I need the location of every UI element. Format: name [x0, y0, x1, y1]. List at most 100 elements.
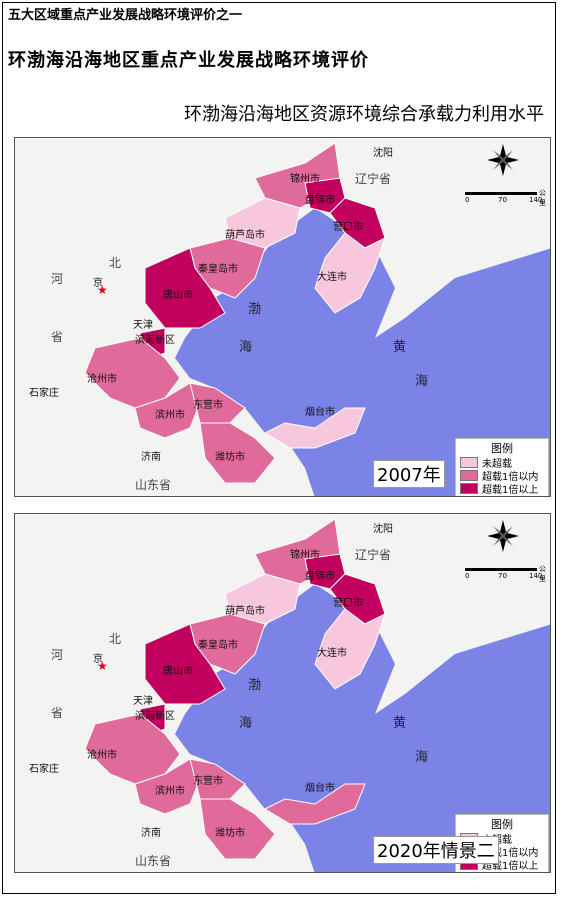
province-shandong: 山东省 — [135, 478, 172, 492]
capital-star-icon: ★ — [97, 659, 108, 673]
city-yantai: 烟台市 — [305, 783, 335, 794]
city-yantai: 烟台市 — [305, 407, 335, 418]
province-hebei-2: 北 — [109, 256, 122, 270]
city-panjin: 盘锦市 — [305, 195, 335, 206]
map-panel-2007: 锦州市 盘锦市 葫芦岛市 营口市 秦皇岛市 大连市 唐山市 天津 滨海新区 沧州… — [14, 137, 551, 497]
city-yingkou: 营口市 — [333, 598, 363, 609]
scenario-label: 2007年 — [373, 460, 445, 488]
city-jinan: 济南 — [141, 828, 161, 839]
city-cangzhou: 沧州市 — [87, 750, 117, 761]
scale-bar: 0 70 140 公里 — [465, 186, 547, 207]
city-binhai: 滨海新区 — [135, 711, 175, 722]
city-huludao: 葫芦岛市 — [225, 606, 265, 617]
city-weifang: 潍坊市 — [215, 828, 245, 839]
city-huludao: 葫芦岛市 — [225, 230, 265, 241]
city-shenyang: 沈阳 — [373, 148, 393, 159]
city-tianjin: 天津 — [133, 696, 153, 707]
city-binzhou: 滨州市 — [155, 786, 185, 797]
city-tianjin: 天津 — [133, 320, 153, 331]
legend-row-within-1x: 超载1倍以内 — [460, 469, 548, 483]
region-tangshan — [144, 247, 226, 329]
legend-swatch-over-1x — [460, 483, 478, 494]
map-svg — [84, 518, 550, 872]
city-tangshan: 唐山市 — [163, 666, 193, 677]
compass-icon — [487, 144, 519, 176]
region-binzhou — [134, 382, 201, 439]
region-yantai — [263, 783, 366, 825]
region-weifang — [199, 798, 276, 860]
scale-tick-140: 140 — [529, 572, 543, 580]
region-dalian — [314, 608, 386, 690]
scale-tick-0: 0 — [465, 196, 470, 204]
sea-label-hai-2: 海 — [415, 750, 429, 765]
sea-area — [175, 584, 550, 872]
map-svg — [84, 142, 550, 496]
city-qinhuangdao: 秦皇岛市 — [198, 640, 238, 651]
province-hebei-1: 河 — [51, 272, 64, 286]
legend-label-over-1x: 超载1倍以上 — [482, 485, 539, 496]
city-jinan: 济南 — [141, 452, 161, 463]
series-title: 五大区域重点产业发展战略环境评价之一 — [8, 8, 243, 23]
region-weifang — [199, 422, 276, 484]
sea-label-bo: 渤 — [248, 678, 262, 693]
legend-label-over-1x: 超载1倍以上 — [482, 861, 539, 872]
scale-tick-140: 140 — [529, 196, 543, 204]
scale-unit: 公里 — [539, 565, 546, 583]
province-hebei-1: 河 — [51, 648, 64, 662]
region-binzhou — [134, 758, 201, 815]
city-dongying: 东营市 — [193, 400, 223, 411]
sea-label-huang: 黄 — [393, 340, 407, 355]
capital-star-icon: ★ — [97, 283, 108, 297]
sea-label-hai-2: 海 — [415, 374, 429, 389]
legend-swatch-within-1x — [460, 470, 478, 481]
region-yantai — [263, 407, 366, 449]
city-binhai: 滨海新区 — [135, 335, 175, 346]
city-dalian: 大连市 — [317, 648, 347, 659]
city-shijiazhuang: 石家庄 — [29, 388, 59, 399]
page-frame — [2, 2, 556, 894]
city-shenyang: 沈阳 — [373, 524, 393, 535]
province-hebei-2: 北 — [109, 632, 122, 646]
legend-title: 图例 — [491, 442, 513, 455]
region-dongying — [189, 382, 246, 424]
scale-bar-line — [465, 192, 537, 195]
sea-area — [175, 208, 550, 496]
city-beijing: 京 — [93, 654, 103, 665]
province-liaoning: 辽宁省 — [355, 172, 392, 186]
scale-bar: 0 70 140 公里 — [465, 562, 547, 583]
scale-tick-70: 70 — [498, 196, 507, 204]
sea-label-bo: 渤 — [248, 302, 262, 317]
scenario-label: 2020年情景二 — [373, 836, 499, 864]
map-panel-2020: 锦州市 盘锦市 葫芦岛市 营口市 秦皇岛市 大连市 唐山市 天津 滨海新区 沧州… — [14, 513, 551, 873]
province-hebei-3: 省 — [51, 706, 64, 720]
sea-label-hai-1: 海 — [239, 716, 253, 731]
city-jinzhou: 锦州市 — [290, 174, 320, 185]
legend-label-within-1x: 超载1倍以内 — [482, 472, 539, 483]
region-tangshan — [144, 623, 226, 705]
city-weifang: 潍坊市 — [215, 452, 245, 463]
legend-label-within-1x: 超载1倍以内 — [482, 848, 539, 859]
city-tangshan: 唐山市 — [163, 290, 193, 301]
province-shandong: 山东省 — [135, 854, 172, 868]
city-jinzhou: 锦州市 — [290, 550, 320, 561]
legend-label-not-exceeded: 未超载 — [482, 459, 512, 470]
city-qinhuangdao: 秦皇岛市 — [198, 264, 238, 275]
region-dalian — [314, 232, 386, 314]
city-shijiazhuang: 石家庄 — [29, 764, 59, 775]
scale-tick-0: 0 — [465, 572, 470, 580]
legend: 图例 未超载 超载1倍以内 超载1倍以上 — [455, 438, 549, 496]
city-panjin: 盘锦市 — [305, 571, 335, 582]
main-title: 环渤海沿海地区重点产业发展战略环境评价 — [8, 50, 369, 71]
city-cangzhou: 沧州市 — [87, 374, 117, 385]
city-dongying: 东营市 — [193, 776, 223, 787]
legend-row-not-exceeded: 未超载 — [460, 456, 548, 470]
city-yingkou: 营口市 — [333, 222, 363, 233]
compass-icon — [487, 520, 519, 552]
legend-title: 图例 — [491, 818, 513, 831]
province-hebei-3: 省 — [51, 330, 64, 344]
scale-unit: 公里 — [539, 189, 546, 207]
city-dalian: 大连市 — [317, 272, 347, 283]
city-beijing: 京 — [93, 278, 103, 289]
city-binzhou: 滨州市 — [155, 410, 185, 421]
region-dongying — [189, 758, 246, 800]
